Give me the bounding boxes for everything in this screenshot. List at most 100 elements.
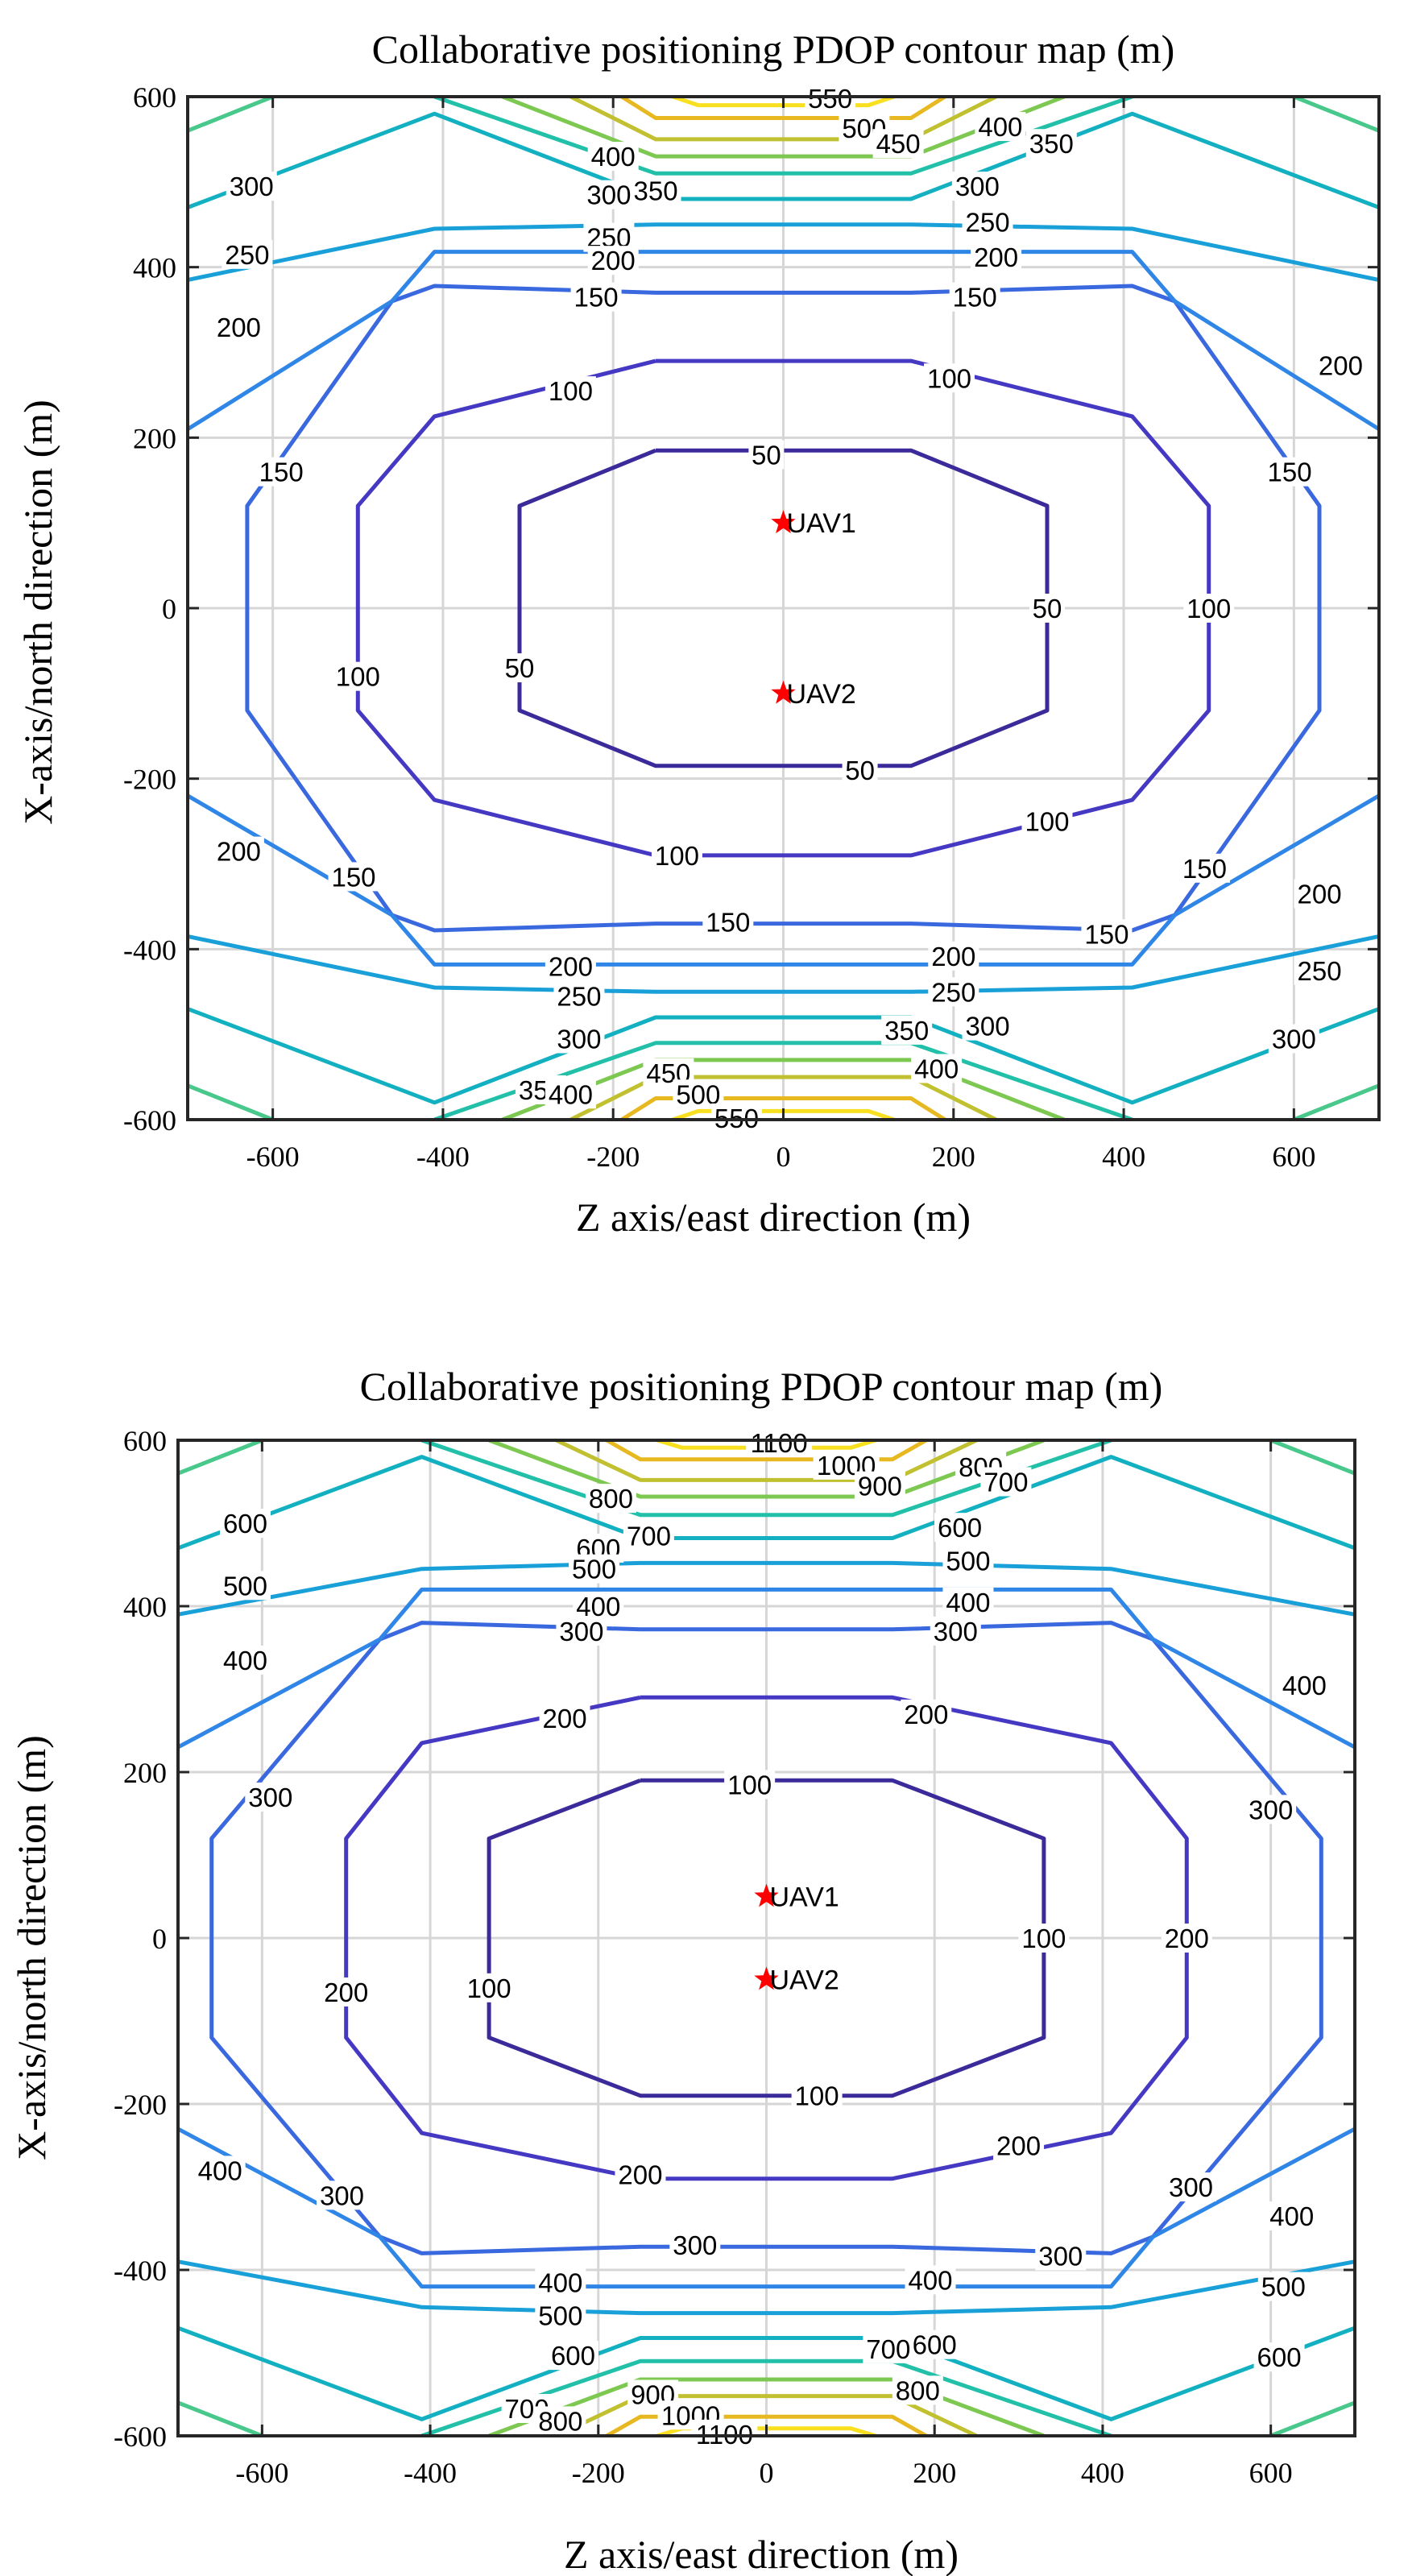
x-tick-label: 200: [913, 2457, 956, 2489]
contour-label: 250: [557, 982, 601, 1012]
contour-label: 100: [927, 363, 971, 393]
contour-panel-bottom: Collaborative positioning PDOP contour m…: [9, 1364, 1356, 2576]
contour-label-bg: [951, 172, 1003, 201]
contour-label: 800: [538, 2406, 582, 2436]
contour-label-bg: [854, 1471, 905, 1501]
contour-label-bg: [316, 2180, 367, 2210]
contour-label: 100: [1025, 807, 1069, 837]
contour-label: 50: [845, 756, 875, 785]
y-tick-label: -400: [123, 934, 176, 966]
contour-label: 250: [966, 208, 1010, 238]
contour-label: 250: [225, 240, 269, 270]
contour-label-bg: [222, 239, 273, 269]
contour-label-bg: [219, 1509, 271, 1538]
contour-label-bg: [1183, 594, 1235, 623]
contour-label: 300: [673, 2230, 717, 2260]
contour-label-bg: [905, 2265, 956, 2295]
x-tick-label: -200: [572, 2457, 625, 2489]
contour-label: 400: [1282, 1671, 1327, 1700]
contour-label-bg: [993, 2131, 1045, 2160]
x-tick-label: -600: [235, 2457, 288, 2489]
contour-label-bg: [971, 242, 1022, 271]
contour-label-bg: [928, 941, 979, 971]
contour-label: 200: [904, 1700, 948, 1729]
contour-label: 500: [946, 1546, 990, 1576]
y-axis-label: X-axis/north direction (m): [15, 400, 60, 825]
contour-line-1: [1293, 1083, 1379, 1120]
contour-label: 1100: [751, 1428, 808, 1458]
contour-label: 150: [259, 458, 304, 487]
y-tick-label: -200: [123, 764, 176, 796]
contour-label-bg: [881, 1015, 933, 1045]
contour-label: 400: [549, 1079, 593, 1109]
contour-label: 200: [996, 2131, 1041, 2161]
y-axis-label: X-axis/north direction (m): [9, 1735, 54, 2160]
contour-label-bg: [623, 1521, 674, 1551]
contour-label-bg: [332, 661, 383, 691]
contour-label-bg: [691, 2419, 758, 2449]
contour-label-bg: [630, 176, 681, 205]
contour-line-300: [188, 111, 1379, 209]
contour-label-bg: [962, 1011, 1013, 1041]
contour-label: 450: [876, 129, 921, 159]
contour-label-bg: [328, 862, 379, 892]
contour-line-500: [620, 1096, 946, 1120]
contour-line-1000: [605, 1440, 928, 1462]
contour-label-bg: [545, 1079, 596, 1109]
contour-label-bg: [651, 840, 702, 870]
contour-label-bg: [226, 172, 277, 201]
contour-line-500: [620, 97, 946, 120]
x-axis-label: Z axis/east direction (m): [576, 1195, 971, 1240]
contour-label-bg: [702, 907, 754, 937]
contour-label: 150: [1182, 854, 1227, 884]
contour-label: 600: [1257, 2342, 1302, 2372]
contour-label-bg: [570, 282, 622, 312]
contour-label: 500: [1261, 2272, 1306, 2302]
contour-label-bg: [1294, 955, 1345, 985]
contour-label: 150: [953, 283, 997, 313]
contour-line-500: [178, 1560, 1355, 1617]
contour-label: 300: [248, 1783, 292, 1812]
contour-label-bg: [872, 129, 924, 159]
uav-marker-star: [771, 680, 796, 704]
contour-label: 250: [931, 977, 975, 1007]
contour-line-1: [1269, 1440, 1355, 1476]
contour-label-bg: [791, 2081, 843, 2110]
contour-label-bg: [573, 1592, 624, 1621]
contour-label-bg: [1245, 1795, 1297, 1824]
contour-label-bg: [805, 84, 856, 114]
contour-label-bg: [901, 1699, 952, 1729]
contour-panel-top: Collaborative positioning PDOP contour m…: [15, 27, 1381, 1240]
contour-label-bg: [615, 2160, 666, 2189]
contour-label: 300: [1169, 2172, 1213, 2202]
contour-label-bg: [463, 1973, 515, 2002]
contour-label: 400: [198, 2156, 242, 2185]
contour-line-50: [517, 448, 1050, 768]
contour-label: 400: [1269, 2201, 1314, 2231]
contour-labels: 1100100090080070080070060050040060050040…: [194, 1428, 1330, 2450]
contour-label: 600: [938, 1513, 982, 1543]
contour-line-450: [569, 97, 997, 142]
contour-label-bg: [746, 1428, 813, 1458]
contour-label-bg: [949, 282, 1000, 312]
contour-line-200: [344, 1695, 1189, 2181]
ticks: -600 -400 -200 0 200 400 600 -600 -400 -200 0 200 40…: [114, 1425, 1355, 2489]
contour-labels: 5505004504003504003503002502003002502001…: [213, 84, 1366, 1133]
contour-label: 300: [320, 2180, 364, 2210]
chart-title: Collaborative positioning PDOP contour m…: [372, 27, 1175, 72]
contour-label-bg: [934, 1513, 986, 1543]
contour-line-900: [555, 2394, 978, 2436]
contour-label: 100: [1186, 594, 1231, 623]
contour-label-bg: [1021, 806, 1073, 836]
y-tick-label: 600: [123, 1425, 167, 1457]
contour-label-bg: [321, 1977, 372, 2007]
contour-line-150: [245, 284, 1322, 933]
y-tick-label: -600: [114, 2421, 167, 2453]
contour-label: 350: [634, 176, 678, 205]
contour-label-bg: [219, 1645, 271, 1675]
contour-label: 200: [217, 837, 261, 867]
contour-label: 200: [931, 942, 975, 971]
contour-label: 50: [752, 441, 781, 470]
contour-label-bg: [942, 1587, 994, 1617]
contour-label-bg: [553, 981, 605, 1011]
